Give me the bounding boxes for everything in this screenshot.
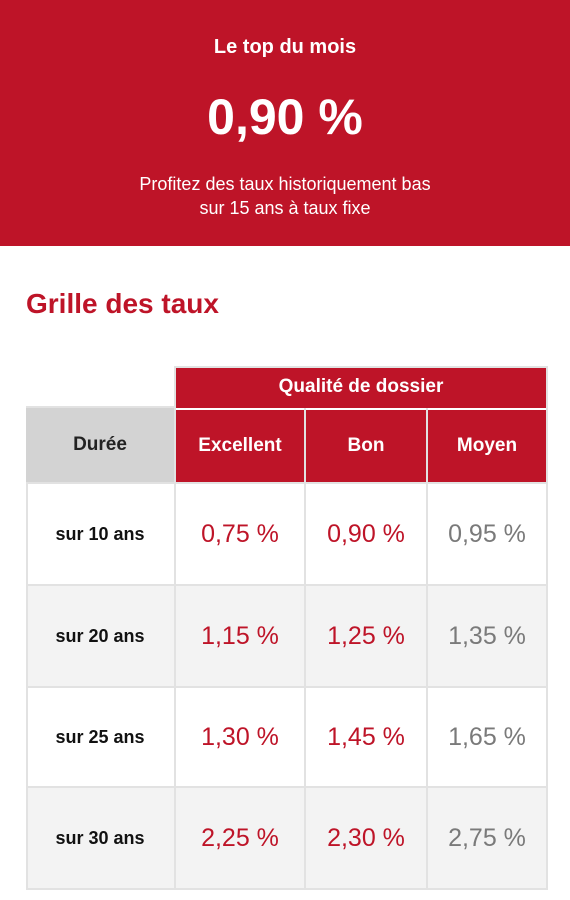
- rate-moyen: 1,65 %: [448, 722, 526, 751]
- section-title: Grille des taux: [26, 288, 219, 319]
- rate-excellent: 1,30 %: [201, 722, 279, 751]
- banner-subtitle-line1: Profitez des taux historiquement bas: [139, 174, 431, 194]
- row-duration: sur 20 ans: [55, 625, 145, 646]
- rate-bon: 2,30 %: [327, 823, 405, 852]
- banner-title: Le top du mois: [213, 36, 357, 58]
- column-header-bon: Bon: [306, 410, 426, 482]
- banner-subtitle: Profitez des taux historiquement bas sur…: [0, 172, 570, 220]
- grid-line: [546, 366, 548, 888]
- table-row: [26, 788, 546, 888]
- row-duration: sur 10 ans: [55, 523, 145, 544]
- grid-line: [26, 786, 548, 788]
- rate-excellent: 1,15 %: [201, 621, 279, 650]
- quality-group-header: Qualité de dossier: [176, 366, 546, 408]
- grid-line: [26, 888, 548, 890]
- banner-rate: 0,90 %: [207, 89, 363, 145]
- grid-line: [174, 366, 548, 368]
- grid-line: [26, 584, 548, 586]
- grid-line: [26, 406, 176, 408]
- rate-excellent: 0,75 %: [201, 519, 279, 548]
- column-header-excellent: Excellent: [176, 410, 304, 482]
- grid-line: [26, 686, 548, 688]
- grid-line: [26, 482, 28, 888]
- rate-bon: 0,90 %: [327, 519, 405, 548]
- banner-subtitle-line2: sur 15 ans à taux fixe: [199, 198, 371, 218]
- promo-banner: Le top du mois 0,90 % Profitez des taux …: [0, 0, 570, 246]
- column-header-moyen: Moyen: [428, 410, 546, 482]
- rate-moyen: 2,75 %: [448, 823, 526, 852]
- rate-excellent: 2,25 %: [201, 823, 279, 852]
- rate-bon: 1,25 %: [327, 621, 405, 650]
- table-row: [26, 688, 546, 786]
- table-row: [26, 586, 546, 686]
- rate-moyen: 0,95 %: [448, 519, 526, 548]
- row-duration: sur 25 ans: [55, 726, 145, 747]
- grid-line: [304, 408, 306, 888]
- rate-bon: 1,45 %: [327, 722, 405, 751]
- grid-line: [26, 482, 548, 484]
- row-duration: sur 30 ans: [55, 827, 145, 848]
- duration-header: Durée: [26, 408, 174, 482]
- grid-line: [426, 408, 428, 888]
- grid-line: [174, 366, 176, 888]
- rate-moyen: 1,35 %: [448, 621, 526, 650]
- table-row: [26, 484, 546, 584]
